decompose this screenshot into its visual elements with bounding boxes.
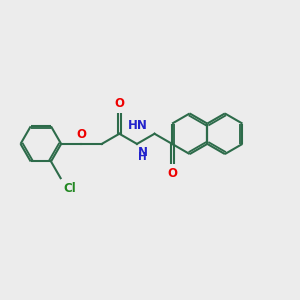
- Text: O: O: [167, 167, 177, 180]
- Text: O: O: [114, 98, 124, 110]
- Text: H: H: [138, 152, 147, 162]
- Text: O: O: [76, 128, 86, 141]
- Text: Cl: Cl: [63, 182, 76, 195]
- Text: HN: HN: [128, 119, 147, 132]
- Text: N: N: [138, 146, 148, 159]
